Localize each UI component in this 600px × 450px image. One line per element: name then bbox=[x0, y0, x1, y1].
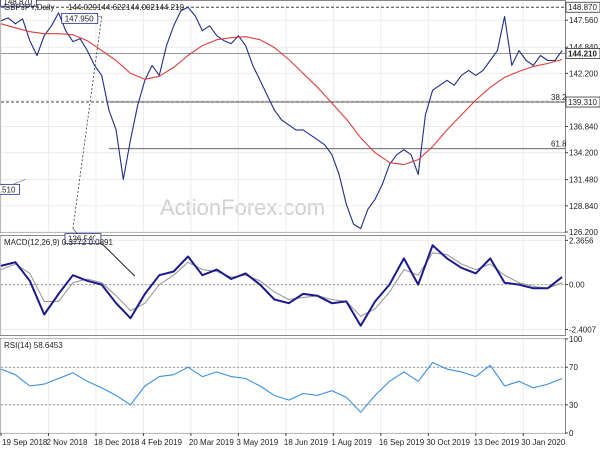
rsi-line bbox=[0, 361, 563, 413]
x-tick-label: 1 Aug 2019 bbox=[331, 438, 372, 447]
y-tick-label: 2.3656 bbox=[569, 236, 594, 245]
x-tick-label: 18 Dec 2018 bbox=[94, 438, 140, 447]
y-tick-label: 100 bbox=[569, 335, 583, 344]
price-level-label: 144.210 bbox=[568, 49, 597, 58]
ohlc-high: 144.622 bbox=[97, 3, 126, 12]
price-annotation-label: 126.540 bbox=[68, 235, 97, 244]
x-tick-label: 18 Jun 2019 bbox=[284, 438, 329, 447]
y-tick-label: 0.00 bbox=[569, 281, 585, 290]
price-level-label: 139.310 bbox=[568, 98, 597, 107]
price-grid bbox=[0, 1, 565, 233]
fibonacci-level-label: 38.2 bbox=[551, 93, 567, 102]
x-tick-label: 13 Dec 2019 bbox=[474, 438, 520, 447]
y-tick-label: 0 bbox=[569, 429, 574, 438]
price-levels: 38.2 61.8 bbox=[1, 6, 567, 229]
rsi-panel-title: RSI(14) 58.6453 bbox=[4, 341, 63, 350]
macd-y-axis: 2.3656 0.00 -2.4007 bbox=[565, 236, 597, 334]
fibonacci-level-label: 61.8 bbox=[551, 140, 567, 149]
y-tick-label: 70 bbox=[569, 363, 578, 372]
x-tick-label: 2 Nov 2018 bbox=[46, 438, 87, 447]
y-tick-label: 128.840 bbox=[569, 202, 598, 211]
price-level-box bbox=[565, 96, 600, 108]
rsi-grid bbox=[0, 338, 565, 434]
rsi-series bbox=[0, 361, 563, 413]
macd-line bbox=[0, 244, 563, 327]
y-tick-label: 144.840 bbox=[569, 43, 598, 52]
price-annotation-label: 147.950 bbox=[65, 14, 94, 23]
watermark: ActionForex.com bbox=[160, 195, 325, 220]
price-annotation-label: 148.870 bbox=[3, 0, 32, 6]
signal-line bbox=[0, 252, 563, 317]
moving-average-line bbox=[0, 23, 563, 166]
y-tick-label: 30 bbox=[569, 401, 578, 410]
y-tick-label: 136.840 bbox=[569, 123, 598, 132]
price-panel-title: GBPJPY,Daily bbox=[4, 3, 55, 12]
x-axis: 19 Sep 2018 2 Nov 2018 18 Dec 2018 4 Feb 20… bbox=[0, 433, 566, 447]
y-tick-label: 126.200 bbox=[569, 228, 598, 237]
price-series bbox=[0, 6, 563, 230]
price-y-axis: 126.200128.840131.480134.200136.840139.4… bbox=[565, 1, 600, 237]
y-tick-label: 131.480 bbox=[569, 176, 598, 185]
y-tick-label: -2.4007 bbox=[569, 325, 597, 334]
price-annotation-box bbox=[0, 0, 37, 7]
price-annotation-box bbox=[0, 183, 20, 195]
macd-series bbox=[0, 243, 563, 327]
ohlc-low: 144.002 bbox=[126, 3, 155, 12]
price-level-label: 148.870 bbox=[568, 3, 597, 12]
price-line bbox=[0, 6, 563, 230]
macd-panel-title: MACD(12,26,9) 0.3772 0.0891 bbox=[4, 238, 114, 247]
ohlc-open: 144.029 bbox=[68, 3, 97, 12]
price-level-box bbox=[565, 48, 600, 59]
y-tick-label: 147.560 bbox=[569, 16, 598, 25]
price-annotations: 148.870 131.510 126.540 147.950 bbox=[0, 0, 102, 245]
price-level-box bbox=[565, 1, 600, 13]
x-tick-label: 4 Feb 2019 bbox=[141, 438, 182, 447]
ohlc-close: 144.210 bbox=[155, 3, 184, 12]
x-tick-label: 20 Mar 2019 bbox=[189, 438, 234, 447]
x-tick-label: 30 Oct 2019 bbox=[426, 438, 470, 447]
macd-grid bbox=[0, 236, 565, 335]
price-annotation-label: 131.510 bbox=[0, 185, 16, 194]
x-tick-label: 30 Jan 2020 bbox=[521, 438, 566, 447]
price-annotation-box bbox=[64, 233, 102, 245]
y-tick-label: 134.200 bbox=[569, 149, 598, 158]
x-tick-label: 3 May 2019 bbox=[236, 438, 278, 447]
x-tick-label: 19 Sep 2018 bbox=[2, 438, 48, 447]
x-tick-label: 16 Sep 2019 bbox=[379, 438, 425, 447]
macd-trendline bbox=[101, 243, 136, 277]
y-tick-label: 142.200 bbox=[569, 69, 598, 78]
rsi-y-axis: 100 70 30 0 bbox=[565, 335, 583, 438]
price-annotation-box bbox=[61, 12, 99, 24]
